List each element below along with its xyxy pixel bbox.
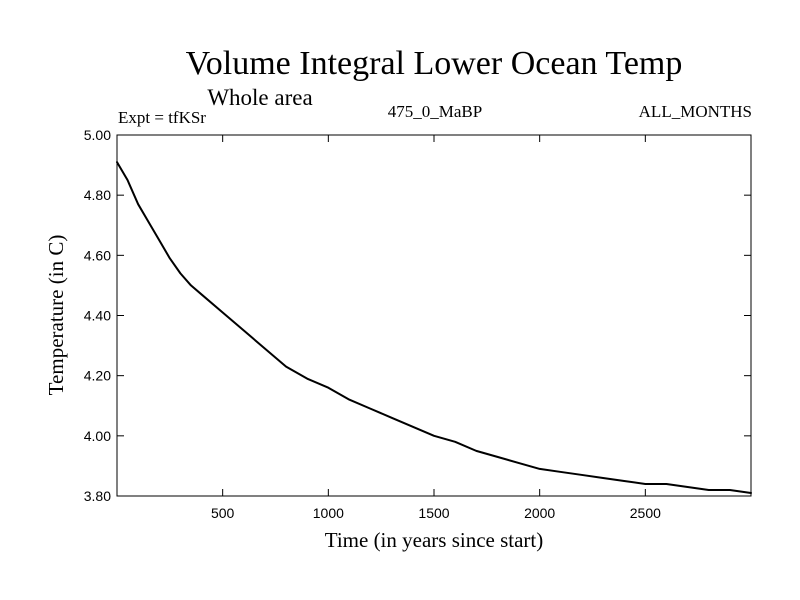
- months-label: ALL_MONTHS: [639, 102, 752, 121]
- y-tick-label: 5.00: [84, 127, 111, 143]
- x-tick-label: 2000: [524, 505, 555, 521]
- chart-title: Volume Integral Lower Ocean Temp: [186, 45, 683, 82]
- y-tick-label: 4.00: [84, 428, 111, 444]
- x-tick-label: 500: [211, 505, 235, 521]
- x-tick-label: 1500: [418, 505, 449, 521]
- series-layer: [116, 161, 752, 494]
- plot-frame: [116, 134, 752, 497]
- x-tick-label: 1000: [313, 505, 344, 521]
- temperature-series-line: [116, 161, 752, 494]
- y-tick-label: 4.20: [84, 368, 111, 384]
- x-axis-label: Time (in years since start): [325, 528, 544, 552]
- y-tick-label: 4.80: [84, 187, 111, 203]
- y-tick-label: 3.80: [84, 488, 111, 504]
- axis-ticks: 500 1000 1500 2000 2500 3.80 4.00 4.20 4.40 4.60 4…: [84, 127, 751, 521]
- experiment-label: Expt = tfKSr: [118, 108, 206, 127]
- period-label: 475_0_MaBP: [388, 102, 482, 121]
- x-tick-label: 2500: [630, 505, 661, 521]
- y-axis-label: Temperature (in C): [44, 235, 68, 396]
- y-tick-label: 4.40: [84, 308, 111, 324]
- chart-subtitle: Whole area: [207, 85, 312, 110]
- y-tick-label: 4.60: [84, 247, 111, 263]
